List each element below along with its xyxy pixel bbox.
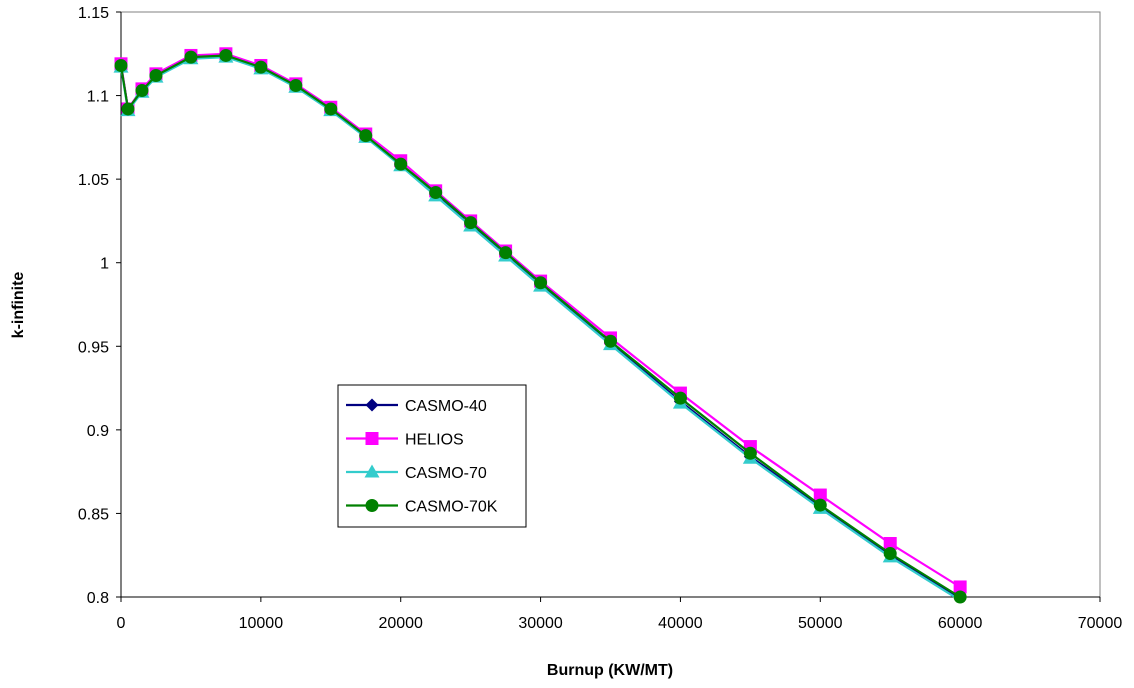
y-tick-label: 1.1 [87,89,109,106]
x-tick-label: 50000 [798,615,843,632]
data-point [743,446,757,460]
plot-frame [120,11,1101,598]
series-helios [114,47,967,594]
x-tick-label: 60000 [938,615,983,632]
x-tick-label: 40000 [658,615,703,632]
legend-item: CASMO-70 [346,464,487,482]
legend-marker [365,398,379,412]
series-line [119,55,961,602]
x-tick-label: 20000 [378,615,423,632]
data-point [394,157,408,171]
data-point [184,50,198,64]
data-point [429,186,443,200]
series-line [119,52,961,588]
y-axis-title: k-infinite [10,272,27,339]
data-point [953,590,967,604]
legend-label: HELIOS [405,432,464,449]
data-point [464,216,478,230]
data-point [813,488,827,502]
legend-marker [365,432,379,445]
x-tick-label: 10000 [239,615,284,632]
series-casmo-70k [114,48,967,604]
legend-label: CASMO-40 [405,398,487,415]
x-tick-label: 70000 [1078,615,1123,632]
legend-item: CASMO-40 [346,398,487,415]
data-point [534,276,548,290]
legend-marker [364,464,380,478]
y-tick-label: 0.9 [87,423,109,440]
data-point [883,547,897,561]
data-point [135,84,149,98]
data-point [121,102,135,116]
y-tick-label: 0.85 [78,506,109,523]
y-tick-label: 1 [100,256,109,273]
legend-label: CASMO-70K [405,499,498,516]
data-point [149,69,163,83]
series-line [119,54,961,598]
data-point [359,129,373,143]
data-point [254,60,268,74]
series-casmo-70 [113,49,961,602]
legend-label: CASMO-70 [405,465,487,482]
data-point [953,580,967,594]
y-tick-label: 0.95 [78,339,109,356]
legend-item: HELIOS [346,432,464,449]
x-tick-label: 30000 [518,615,563,632]
data-point [114,58,128,72]
data-point [499,246,513,260]
data-point [883,537,897,551]
data-point [813,498,827,512]
y-tick-label: 1.05 [78,172,109,189]
x-tick-label: 0 [117,615,126,632]
legend-marker [365,499,379,512]
legend-item: CASMO-70K [346,499,498,516]
data-point [604,334,617,348]
y-tick-label: 1.15 [78,5,109,22]
data-point [673,391,687,405]
y-tick-label: 0.8 [87,590,109,607]
data-point [324,102,338,116]
data-point [219,48,233,62]
x-axis-title: Burnup (KW/MT) [547,662,673,679]
data-point [289,79,303,93]
